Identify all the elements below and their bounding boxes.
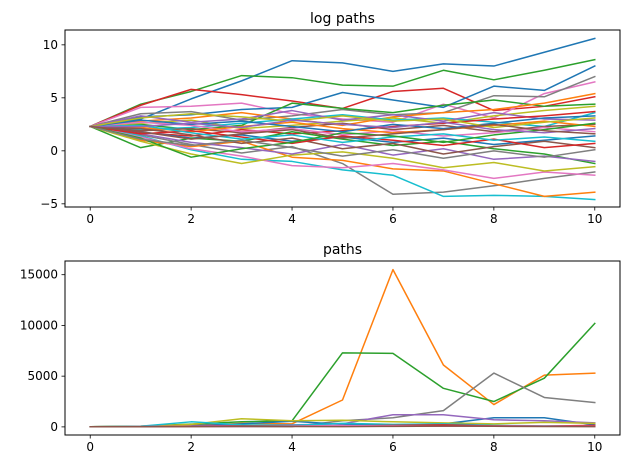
paths-xtick-label: 10: [587, 440, 602, 454]
log-paths-title: log paths: [310, 11, 375, 27]
paths-frame: [64, 260, 621, 436]
log-paths-x-axis: 0 2 4 6 8 10: [86, 207, 602, 226]
log-paths-series-23: [89, 125, 596, 155]
log-paths-series-26: [89, 122, 596, 158]
paths-axes: 0 2 4 6 8 10 0 5000 10000 15000 paths: [20, 242, 621, 454]
paths-xtick-label: 8: [490, 440, 498, 454]
paths-xtick-label: 0: [86, 440, 94, 454]
log-paths-series-17: [89, 125, 596, 196]
paths-series-9: [89, 425, 596, 428]
log-paths-ytick-label: 0: [50, 144, 58, 158]
log-paths-series-30: [89, 119, 596, 134]
paths-ytick-label: 15000: [20, 268, 58, 282]
paths-xtick-label: 2: [187, 440, 195, 454]
log-paths-ytick-label: 5: [50, 91, 58, 105]
log-paths-series-0: [89, 37, 596, 128]
log-paths-series-20: [89, 125, 596, 180]
paths-xtick-label: 4: [288, 440, 296, 454]
log-paths-series-25: [89, 124, 596, 144]
paths-ytick-label: 0: [50, 420, 58, 434]
log-paths-xtick-label: 6: [389, 212, 397, 226]
log-paths-series-24: [89, 125, 596, 149]
log-paths-series-21: [89, 125, 596, 172]
log-paths-axes: 0 2 4 6 8 10 −5 0 5 10 log paths: [40, 11, 621, 226]
paths-y-axis: 0 5000 10000 15000: [20, 268, 65, 434]
log-paths-y-axis: −5 0 5 10: [40, 38, 65, 211]
paths-title: paths: [323, 242, 362, 258]
log-paths-series-27: [89, 115, 596, 133]
log-paths-series-10: [89, 109, 596, 128]
log-paths-series-1: [89, 58, 596, 128]
log-paths-xtick-label: 0: [86, 212, 94, 226]
log-paths-xtick-label: 2: [187, 212, 195, 226]
paths-series-0: [89, 268, 596, 428]
paths-ytick-label: 5000: [27, 369, 58, 383]
log-paths-series-3: [89, 81, 596, 128]
log-paths-series-31: [89, 123, 596, 140]
log-paths-series-5: [89, 75, 596, 128]
paths-lines: [89, 268, 596, 428]
log-paths-xtick-label: 10: [587, 212, 602, 226]
log-paths-series-22: [89, 125, 596, 163]
paths-x-axis: 0 2 4 6 8 10: [86, 435, 602, 454]
paths-series-5: [89, 418, 596, 428]
log-paths-xtick-label: 8: [490, 212, 498, 226]
paths-ytick-label: 10000: [20, 318, 58, 332]
paths-xtick-label: 6: [389, 440, 397, 454]
log-paths-ytick-label: 10: [43, 38, 58, 52]
log-paths-xtick-label: 4: [288, 212, 296, 226]
paths-series-1: [89, 322, 596, 428]
log-paths-series-29: [89, 125, 596, 159]
log-paths-frame: [64, 29, 621, 208]
log-paths-ytick-label: −5: [40, 197, 58, 211]
log-paths-lines: [89, 37, 596, 201]
log-paths-series-7: [89, 92, 596, 128]
log-paths-series-12: [89, 110, 596, 137]
